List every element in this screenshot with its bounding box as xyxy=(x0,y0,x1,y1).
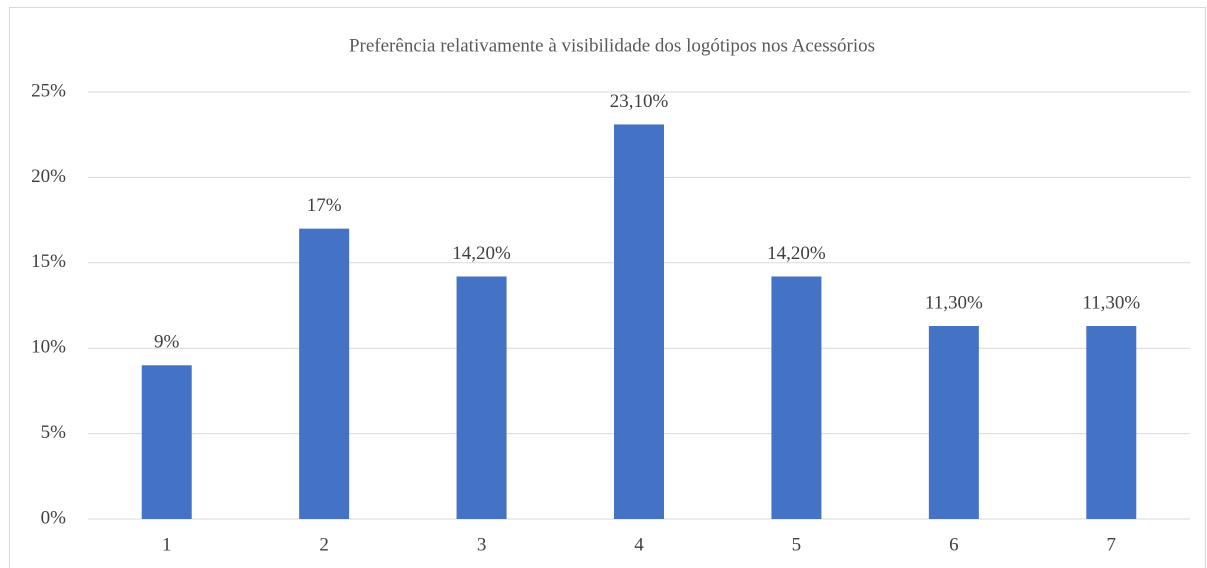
data-label: 11,30% xyxy=(1082,292,1140,313)
bar xyxy=(1086,325,1137,519)
bar xyxy=(614,124,664,520)
bar xyxy=(928,325,979,519)
y-tick-label: 5% xyxy=(41,422,67,443)
y-tick-label: 25% xyxy=(31,80,66,101)
bar xyxy=(456,276,507,519)
data-label: 23,10% xyxy=(610,91,669,112)
bar xyxy=(771,276,822,519)
x-tick-label: 5 xyxy=(792,534,802,555)
data-label: 17% xyxy=(307,195,342,216)
data-label: 11,30% xyxy=(925,292,983,313)
x-tick-label: 7 xyxy=(1107,534,1117,555)
y-tick-label: 15% xyxy=(31,251,66,272)
x-tick-label: 2 xyxy=(319,534,329,555)
bar xyxy=(299,228,350,519)
x-tick-label: 4 xyxy=(634,534,644,555)
chart-border xyxy=(9,7,1206,568)
x-tick-label: 1 xyxy=(162,534,172,555)
bar xyxy=(141,365,192,519)
chart-title: Preferência relativamente à visibilidade… xyxy=(349,35,875,56)
y-tick-label: 20% xyxy=(31,166,66,187)
data-label: 14,20% xyxy=(767,243,826,264)
y-tick-label: 10% xyxy=(31,337,66,358)
data-label: 9% xyxy=(154,332,180,353)
x-tick-label: 3 xyxy=(477,534,487,555)
x-tick-label: 6 xyxy=(949,534,959,555)
data-label: 14,20% xyxy=(452,243,511,264)
y-tick-label: 0% xyxy=(41,507,67,528)
